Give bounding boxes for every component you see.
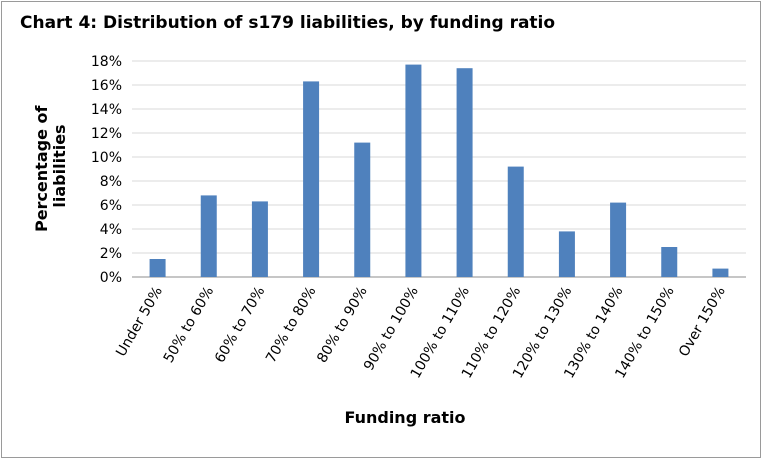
y-axis-ticks: 0% 2% 4% 6% 8% 10% 12% 14% 16% 18% [91,54,122,286]
bar [661,247,678,277]
bar [456,68,473,277]
bar [610,202,627,277]
y-tick-label: 8% [100,174,122,190]
x-tick-label: 80% to 90% [314,284,370,366]
y-tick-label: 6% [100,198,122,214]
bar [507,166,524,277]
y-tick-label: 12% [91,126,122,142]
y-tick-label: 16% [91,78,122,94]
x-tick-label: 60% to 70% [212,284,268,366]
bars [149,64,729,278]
x-axis-title: Funding ratio [344,408,465,427]
bar [303,81,320,278]
x-tick-label: 50% to 60% [161,284,217,366]
bar [405,64,422,277]
y-axis-title-line-1: Percentage of [32,105,51,233]
bar [354,142,371,277]
x-tick-label: Over 150% [676,284,729,360]
bar [251,201,268,277]
y-tick-label: 18% [91,54,122,70]
y-axis-title-line-2: liabilities [50,124,69,207]
y-tick-label: 14% [91,102,122,118]
y-tick-label: 10% [91,150,122,166]
bar [558,231,575,277]
y-tick-label: 0% [100,270,122,286]
x-tick-label: 70% to 80% [263,284,319,366]
y-axis-title: Percentage of liabilities [32,100,69,232]
bar [200,195,217,277]
x-tick-label: 90% to 100% [361,284,422,374]
bar [149,259,166,277]
gridlines [132,60,746,278]
y-tick-label: 2% [100,246,122,262]
y-tick-label: 4% [100,222,122,238]
x-axis-ticks: Under 50%50% to 60%60% to 70%70% to 80%8… [113,284,729,381]
bar [712,268,729,277]
x-tick-label: Under 50% [113,284,166,360]
chart-title: Chart 4: Distribution of s179 liabilitie… [20,13,556,33]
